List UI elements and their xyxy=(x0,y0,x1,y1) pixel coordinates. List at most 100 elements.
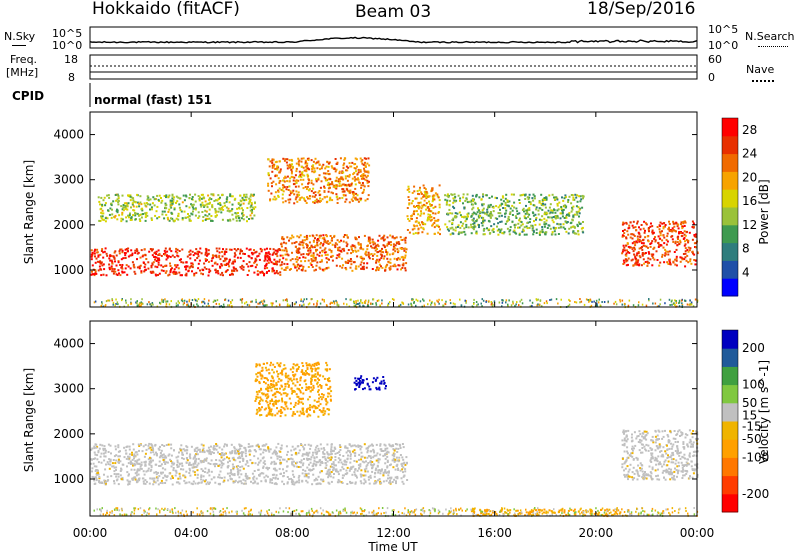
scatter-cell xyxy=(133,457,135,460)
scatter-cell xyxy=(572,215,575,218)
scatter-cell xyxy=(189,453,192,456)
scatter-cell xyxy=(226,456,228,459)
scatter-cell xyxy=(271,270,274,273)
scatter-cell xyxy=(225,270,228,273)
scatter-cell xyxy=(360,267,363,270)
scatter-cell xyxy=(156,217,159,220)
scatter-cell xyxy=(387,260,390,263)
scatter-cell xyxy=(158,460,161,463)
scatter-cell xyxy=(545,300,548,303)
scatter-cell xyxy=(481,209,484,212)
scatter-cell xyxy=(130,254,133,257)
scatter-cell xyxy=(180,261,183,264)
scatter-cell xyxy=(448,208,451,211)
scatter-cell xyxy=(230,478,232,481)
scatter-cell xyxy=(366,245,369,248)
scatter-cell xyxy=(666,240,669,243)
scatter-cell xyxy=(684,243,687,246)
scatter-cell xyxy=(195,271,198,274)
scatter-cell xyxy=(231,203,234,206)
scatter-cell xyxy=(189,249,192,252)
scatter-cell xyxy=(294,302,297,305)
scatter-cell xyxy=(346,179,349,182)
scatter-cell xyxy=(149,459,152,462)
scatter-cell xyxy=(155,250,158,253)
scatter-cell xyxy=(263,274,265,277)
scatter-cell xyxy=(113,473,116,475)
scatter-cell xyxy=(445,300,447,303)
scatter-cell xyxy=(362,266,365,269)
scatter-cell xyxy=(203,450,206,453)
scatter-cell xyxy=(309,247,311,249)
scatter-cell xyxy=(463,215,466,218)
scatter-cell xyxy=(311,168,314,170)
scatter-cell xyxy=(225,248,228,251)
scatter-cell xyxy=(160,449,163,452)
scatter-cell xyxy=(582,231,585,234)
scatter-cell xyxy=(170,465,173,468)
scatter-cell xyxy=(139,264,142,267)
scatter-cell xyxy=(364,178,367,181)
scatter-cell xyxy=(437,231,440,234)
scatter-cell xyxy=(192,207,195,210)
scatter-cell xyxy=(335,176,338,179)
scatter-cell xyxy=(327,481,330,484)
scatter-cell xyxy=(572,198,575,201)
scatter-cell xyxy=(377,471,380,474)
scatter-cell xyxy=(188,481,191,484)
scatter-cell xyxy=(381,266,384,269)
scatter-cell xyxy=(157,274,159,276)
scatter-cell xyxy=(122,209,125,212)
scatter-cell xyxy=(565,216,568,219)
scatter-cell xyxy=(578,212,581,215)
scatter-cell xyxy=(352,194,355,197)
scatter-cell xyxy=(319,168,321,171)
scatter-cell xyxy=(97,461,100,464)
scatter-cell xyxy=(528,196,531,199)
scatter-cell xyxy=(176,248,179,251)
scatter-cell xyxy=(204,258,207,261)
scatter-cell xyxy=(302,253,305,256)
scatter-cell xyxy=(627,233,630,236)
scatter-cell xyxy=(399,454,402,456)
scatter-cell xyxy=(174,273,177,275)
scatter-cell xyxy=(582,221,584,223)
scatter-cell xyxy=(631,258,634,261)
scatter-cell xyxy=(306,466,309,469)
scatter-cell xyxy=(484,212,487,215)
scatter-cell xyxy=(150,466,153,469)
scatter-cell xyxy=(154,214,157,217)
scatter-cell xyxy=(205,217,208,220)
scatter-cell xyxy=(112,200,115,203)
scatter-cell xyxy=(285,470,288,473)
scatter-cell xyxy=(194,459,197,462)
scatter-cell xyxy=(279,180,282,182)
scatter-cell xyxy=(623,232,626,235)
scatter-cell xyxy=(293,176,296,179)
scatter-cell xyxy=(395,480,397,483)
scatter-cell xyxy=(380,265,382,268)
scatter-cell xyxy=(541,305,543,308)
scatter-cell xyxy=(143,248,146,251)
scatter-cell xyxy=(303,197,305,200)
scatter-cell xyxy=(475,220,478,223)
scatter-cell xyxy=(621,223,624,226)
scatter-cell xyxy=(218,197,221,200)
scatter-cell xyxy=(189,457,192,460)
scatter-cell xyxy=(107,209,109,212)
scatter-cell xyxy=(421,231,424,234)
scatter-cell xyxy=(203,266,206,269)
scatter-cell xyxy=(664,253,667,256)
scatter-cell xyxy=(681,305,683,307)
scatter-cell xyxy=(315,264,318,267)
scatter-cell xyxy=(472,227,475,230)
scatter-cell xyxy=(310,246,313,249)
scatter-cell xyxy=(574,213,576,216)
scatter-cell xyxy=(169,270,172,272)
scatter-cell xyxy=(387,241,390,244)
scatter-cell xyxy=(286,164,289,167)
scatter-cell xyxy=(172,469,175,472)
scatter-cell xyxy=(191,483,194,486)
scatter-cell xyxy=(301,241,304,244)
scatter-cell xyxy=(334,186,337,189)
